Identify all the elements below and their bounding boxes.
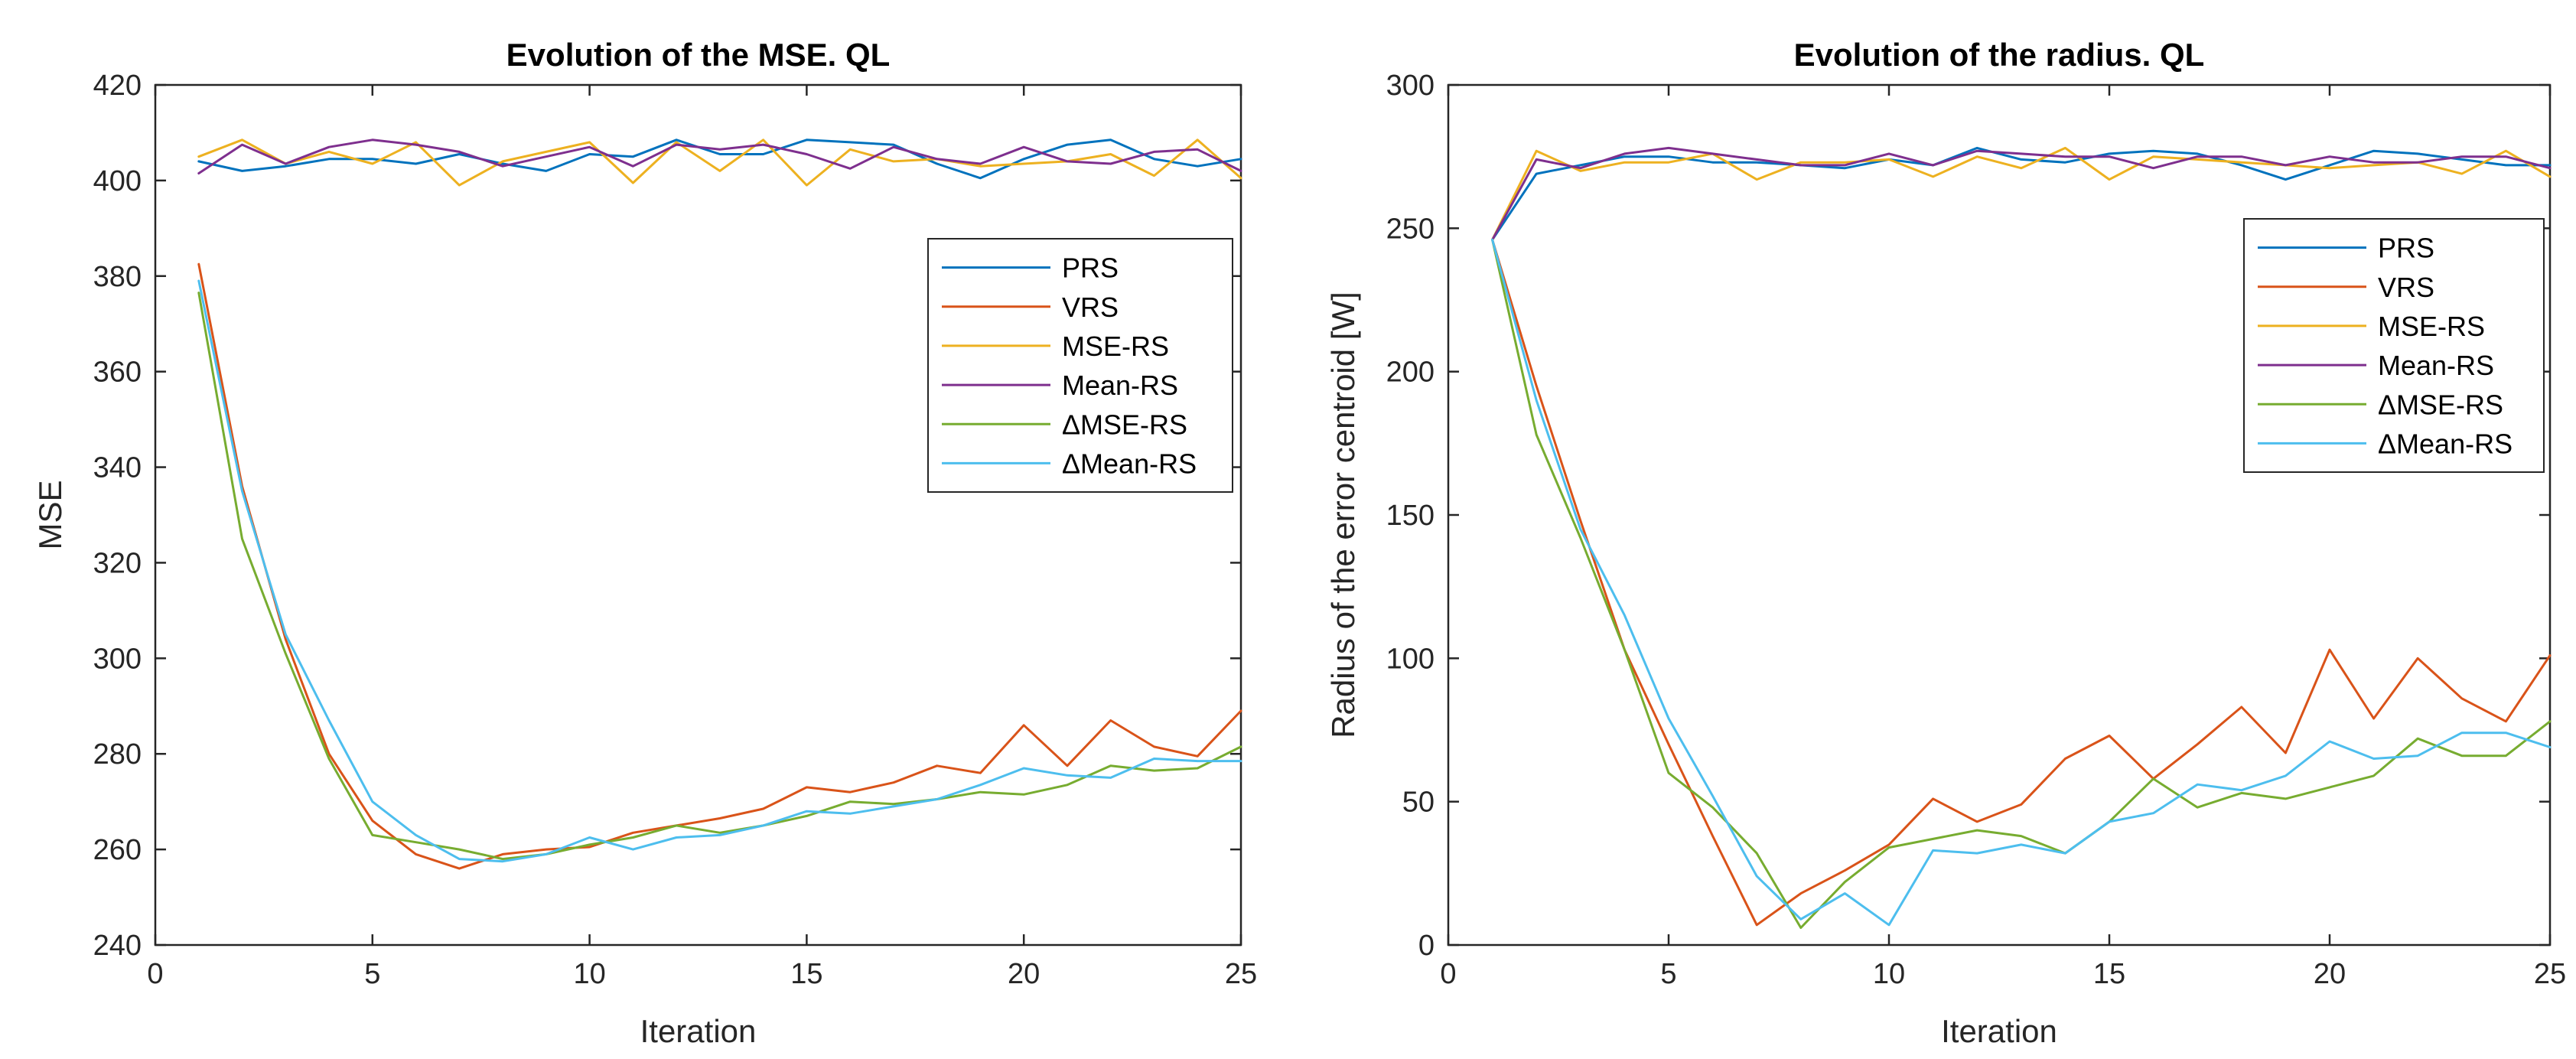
radius-legend-label-delta-mse-rs: ΔMSE-RS <box>2378 389 2503 420</box>
radius-series-delta-mse-rs-line <box>1491 238 2552 929</box>
radius-axes-box <box>1447 83 2552 947</box>
mse-legend-label-mean-rs: Mean-RS <box>1062 370 1178 401</box>
mse-legend-box <box>927 238 1233 493</box>
radius-y-tick-label: 0 <box>1418 930 1435 962</box>
radius-x-tick-label: 0 <box>1440 958 1456 990</box>
radius-y-tick-label: 50 <box>1402 787 1435 819</box>
radius-series-vrs-line <box>1491 238 2552 927</box>
radius-legend-box <box>2243 218 2545 473</box>
mse-x-tick-label: 0 <box>147 958 163 990</box>
radius-legend-label-delta-mean-rs: ΔMean-RS <box>2378 428 2512 459</box>
radius-legend-label-mean-rs: Mean-RS <box>2378 350 2494 381</box>
mse-y-tick-label: 240 <box>93 930 142 962</box>
mse-x-tick-label: 25 <box>1225 958 1257 990</box>
radius-chart-title: Evolution of the radius. QL <box>1794 37 2205 73</box>
radius-y-tick-label: 150 <box>1386 500 1435 532</box>
radius-y-axis-label: Radius of the error centroid [W] <box>1325 292 1361 738</box>
radius-x-tick-label: 25 <box>2534 958 2566 990</box>
mse-chart-title: Evolution of the MSE. QL <box>506 37 891 73</box>
mse-legend-label-prs: PRS <box>1062 253 1119 284</box>
radius-legend-label-vrs: VRS <box>2378 272 2434 303</box>
radius-y-tick-label: 250 <box>1386 213 1435 245</box>
mse-x-axis-label: Iteration <box>640 1013 757 1049</box>
mse-x-tick-label: 15 <box>790 958 822 990</box>
radius-series-mean-rs-line <box>1491 146 2552 241</box>
mse-series-delta-mse-rs-line <box>197 292 1242 861</box>
radius-x-tick-label: 15 <box>2093 958 2125 990</box>
mse-y-tick-label: 360 <box>93 357 142 389</box>
radius-series-mse-rs-line <box>1491 146 2552 241</box>
mse-legend-label-delta-mse-rs: ΔMSE-RS <box>1062 409 1187 440</box>
radius-y-tick-label: 300 <box>1386 70 1435 102</box>
mse-axes-box <box>154 83 1242 947</box>
mse-legend-label-vrs: VRS <box>1062 292 1119 323</box>
mse-x-tick-label: 5 <box>364 958 380 990</box>
mse-legend-label-delta-mean-rs: ΔMean-RS <box>1062 448 1197 479</box>
mse-series-vrs-line <box>197 262 1242 870</box>
mse-y-tick-label: 420 <box>93 70 142 102</box>
mse-y-tick-label: 340 <box>93 452 142 484</box>
radius-x-tick-label: 10 <box>1873 958 1905 990</box>
mse-y-tick-label: 300 <box>93 643 142 675</box>
mse-chart: 0 5 10 15 20 25 240 260 280 300 320 340 360 380 400 420… <box>32 37 1257 1049</box>
radius-y-tick-label: 100 <box>1386 643 1435 675</box>
radius-series-delta-mean-rs-line <box>1491 238 2552 927</box>
radius-legend-label-prs: PRS <box>2378 233 2434 264</box>
mse-y-tick-label: 400 <box>93 165 142 197</box>
radius-series-prs-line <box>1491 146 2552 241</box>
mse-y-axis-label: MSE <box>32 480 68 549</box>
mse-y-tick-label: 280 <box>93 738 142 771</box>
radius-x-tick-label: 20 <box>2314 958 2346 990</box>
mse-x-tick-label: 20 <box>1008 958 1040 990</box>
mse-x-tick-label: 10 <box>573 958 605 990</box>
mse-series-mean-rs-line <box>197 138 1242 174</box>
radius-legend-label-mse-rs: MSE-RS <box>2378 311 2485 342</box>
mse-y-tick-label: 320 <box>93 547 142 579</box>
mse-y-tick-label: 260 <box>93 834 142 866</box>
mse-legend-label-mse-rs: MSE-RS <box>1062 331 1169 362</box>
mse-series-delta-mean-rs-line <box>197 279 1242 863</box>
mse-y-tick-label: 380 <box>93 261 142 293</box>
radius-y-tick-label: 200 <box>1386 357 1435 389</box>
mse-series-prs-line <box>197 138 1242 180</box>
radius-x-axis-label: Iteration <box>1941 1013 2057 1049</box>
radius-x-tick-label: 5 <box>1660 958 1676 990</box>
